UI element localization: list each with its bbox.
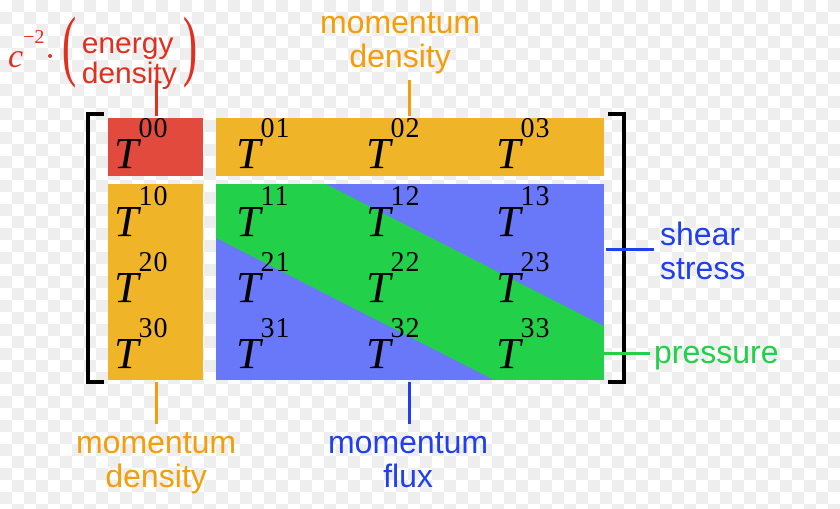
cell-T22: T22 — [366, 262, 420, 313]
cell-T30: T30 — [114, 328, 168, 379]
cell-T20: T20 — [114, 262, 168, 313]
c-exponent: −2 — [23, 26, 44, 48]
lead-shear — [606, 248, 654, 251]
momentum-density-left-label: momentum density — [76, 426, 236, 493]
shear-stress-line1: shear — [660, 216, 740, 252]
momentum-density-left-line1: momentum — [76, 424, 236, 460]
cell-T12: T12 — [366, 196, 420, 247]
cell-T23: T23 — [496, 262, 550, 313]
lead-momentum-left — [155, 382, 158, 424]
cell-T11: T11 — [236, 196, 289, 247]
energy-label-line2: density — [82, 57, 177, 90]
momentum-density-top-line1: momentum — [320, 4, 480, 40]
momentum-flux-line1: momentum — [328, 424, 488, 460]
lead-energy — [155, 80, 158, 116]
left-paren: ( — [62, 14, 76, 76]
right-paren: ) — [183, 14, 197, 76]
momentum-density-top-label: momentum density — [320, 6, 480, 73]
energy-label-line1: energy — [82, 27, 174, 60]
cell-T02: T02 — [366, 128, 420, 179]
momentum-density-top-line2: density — [349, 38, 450, 74]
lead-pressure — [602, 352, 650, 355]
shear-stress-label: shear stress — [660, 218, 745, 285]
shear-stress-line2: stress — [660, 250, 745, 286]
momentum-density-left-line2: density — [105, 458, 206, 494]
cell-T00: T00 — [114, 128, 168, 179]
stress-energy-tensor-diagram: c−2·(energydensity) momentum density T00… — [0, 0, 840, 509]
cell-T32: T32 — [366, 328, 420, 379]
energy-density-label: c−2·(energydensity) — [8, 10, 203, 89]
cell-T21: T21 — [236, 262, 290, 313]
pressure-text: pressure — [654, 334, 779, 370]
cell-T01: T01 — [236, 128, 290, 179]
cell-T33: T33 — [496, 328, 550, 379]
momentum-flux-line2: flux — [383, 458, 433, 494]
dot-symbol: · — [44, 38, 55, 75]
left-bracket — [86, 112, 104, 384]
cell-T10: T10 — [114, 196, 168, 247]
cell-T31: T31 — [236, 328, 290, 379]
pressure-label: pressure — [654, 336, 779, 370]
cell-T13: T13 — [496, 196, 550, 247]
momentum-flux-label: momentum flux — [328, 426, 488, 493]
c-symbol: c — [8, 38, 23, 75]
lead-momentum-flux — [408, 382, 411, 424]
cell-T03: T03 — [496, 128, 550, 179]
lead-momentum-top — [408, 80, 411, 116]
